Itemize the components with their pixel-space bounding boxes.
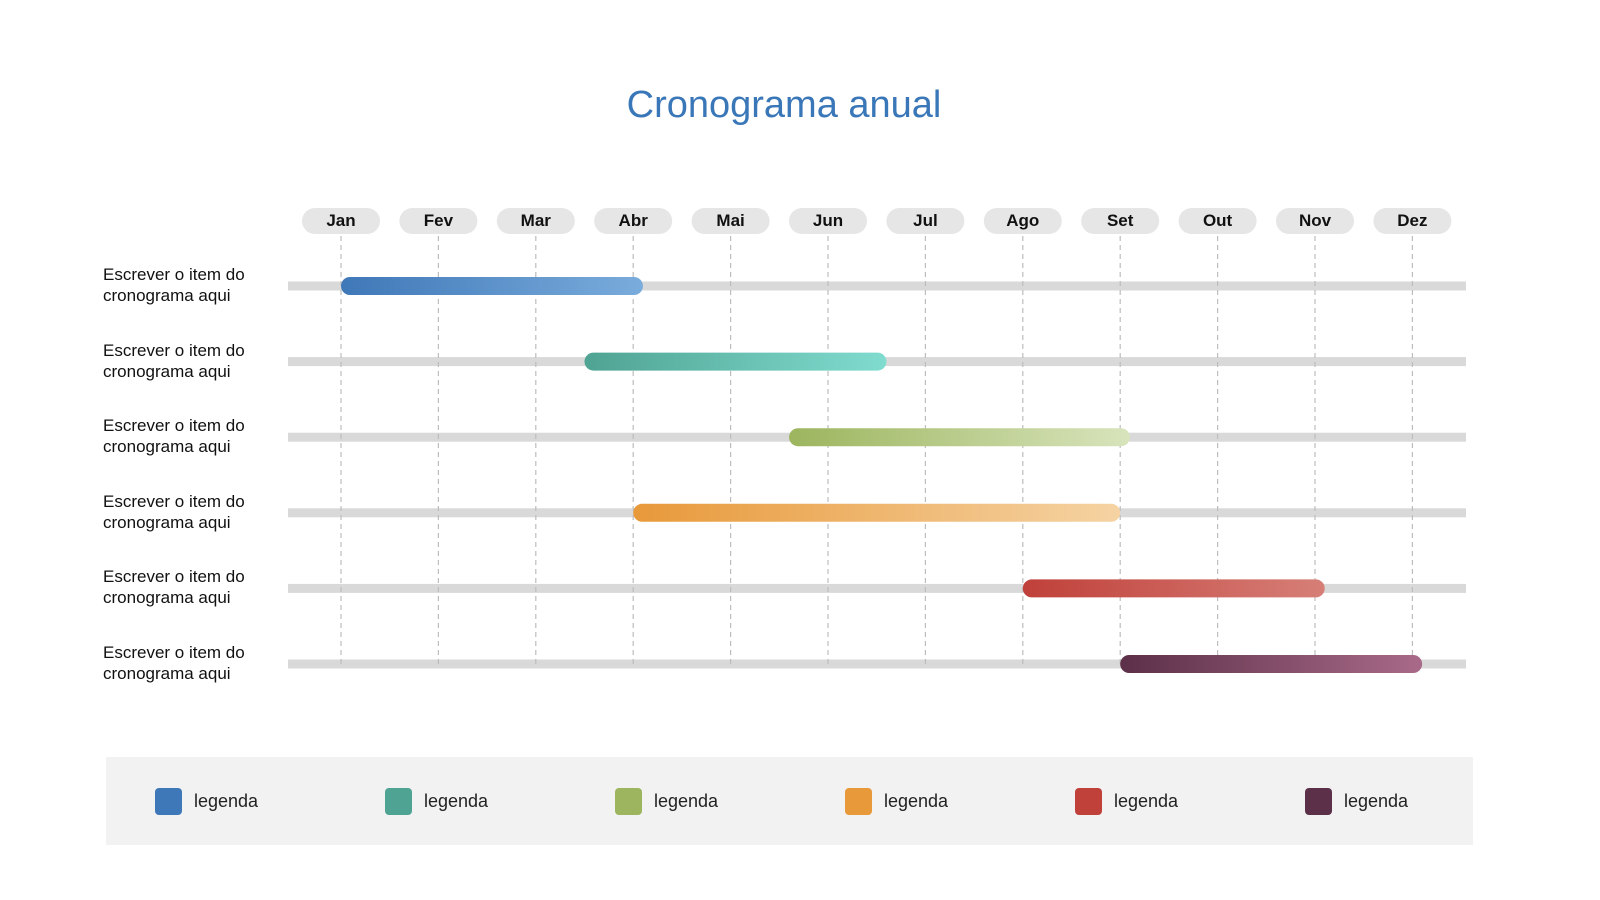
- task-label: Escrever o item do cronograma aqui: [103, 643, 245, 683]
- legend-swatch: [155, 788, 182, 815]
- task-bar[interactable]: [1120, 655, 1423, 673]
- legend-swatch: [1075, 788, 1102, 815]
- legend: legenda legenda legenda legenda legenda legen…: [106, 757, 1473, 845]
- month-pill: [594, 208, 673, 234]
- track: [288, 659, 1466, 669]
- month-pill: [1081, 208, 1160, 234]
- task-bar[interactable]: [341, 277, 643, 295]
- task-label: Escrever o item do cronograma aqui: [103, 491, 245, 532]
- month-label: Out: [1203, 211, 1233, 230]
- legend-item: legenda: [155, 788, 258, 815]
- legend-swatch: [615, 788, 642, 815]
- legend-label: legenda: [194, 791, 259, 811]
- month-pill: [399, 208, 478, 234]
- task-bar[interactable]: [584, 352, 887, 371]
- task-label: Escrever o item do cronograma aqui: [103, 340, 245, 381]
- task-bar[interactable]: [633, 503, 1121, 522]
- month-label: Nov: [1299, 211, 1332, 230]
- task-bar[interactable]: [789, 428, 1130, 447]
- legend-swatch: [845, 788, 872, 815]
- month-pill: [1276, 208, 1354, 234]
- legend-item: legenda: [845, 788, 948, 815]
- legend-item: legenda: [1075, 788, 1178, 815]
- month-label: Ago: [1006, 211, 1039, 230]
- task-bar[interactable]: [1022, 579, 1325, 598]
- chart-title: Cronograma anual: [626, 84, 942, 126]
- month-pill: [302, 208, 380, 234]
- month-label: Mai: [716, 211, 744, 230]
- task-label: Escrever o item do cronograma aqui: [103, 567, 245, 608]
- legend-swatch: [385, 788, 412, 815]
- month-label: Jun: [813, 211, 843, 230]
- month-pill: [496, 208, 575, 234]
- task-label: Escrever o item do cronograma aqui: [103, 265, 245, 305]
- legend-item: legenda: [615, 788, 718, 815]
- gantt-chart: Jan Fev Mar Abr Mai Jun Jul Ago Set Out Nov Dez: [288, 208, 1466, 673]
- legend-swatch: [1305, 788, 1332, 815]
- month-pill: [983, 208, 1062, 234]
- month-pill: [886, 208, 965, 234]
- month-label: Mar: [521, 211, 552, 230]
- month-label: Abr: [619, 211, 649, 230]
- month-pill: [1178, 208, 1257, 234]
- legend-label: legenda: [1344, 791, 1409, 811]
- track: [288, 583, 1466, 593]
- month-label: Jul: [913, 211, 938, 230]
- legend-item: legenda: [1305, 788, 1408, 815]
- month-label: Set: [1107, 211, 1134, 230]
- month-label: Dez: [1397, 211, 1427, 230]
- month-pill: [691, 208, 770, 234]
- month-label: Jan: [326, 211, 355, 230]
- legend-label: legenda: [654, 791, 719, 811]
- month-pill: [1373, 208, 1452, 234]
- task-label: Escrever o item do cronograma aqui: [103, 416, 245, 457]
- month-pill: [789, 208, 867, 234]
- legend-item: legenda: [385, 788, 488, 815]
- track: [288, 281, 1466, 291]
- legend-label: legenda: [884, 791, 949, 811]
- month-label: Fev: [424, 211, 454, 230]
- legend-label: legenda: [424, 791, 489, 811]
- legend-label: legenda: [1114, 791, 1179, 811]
